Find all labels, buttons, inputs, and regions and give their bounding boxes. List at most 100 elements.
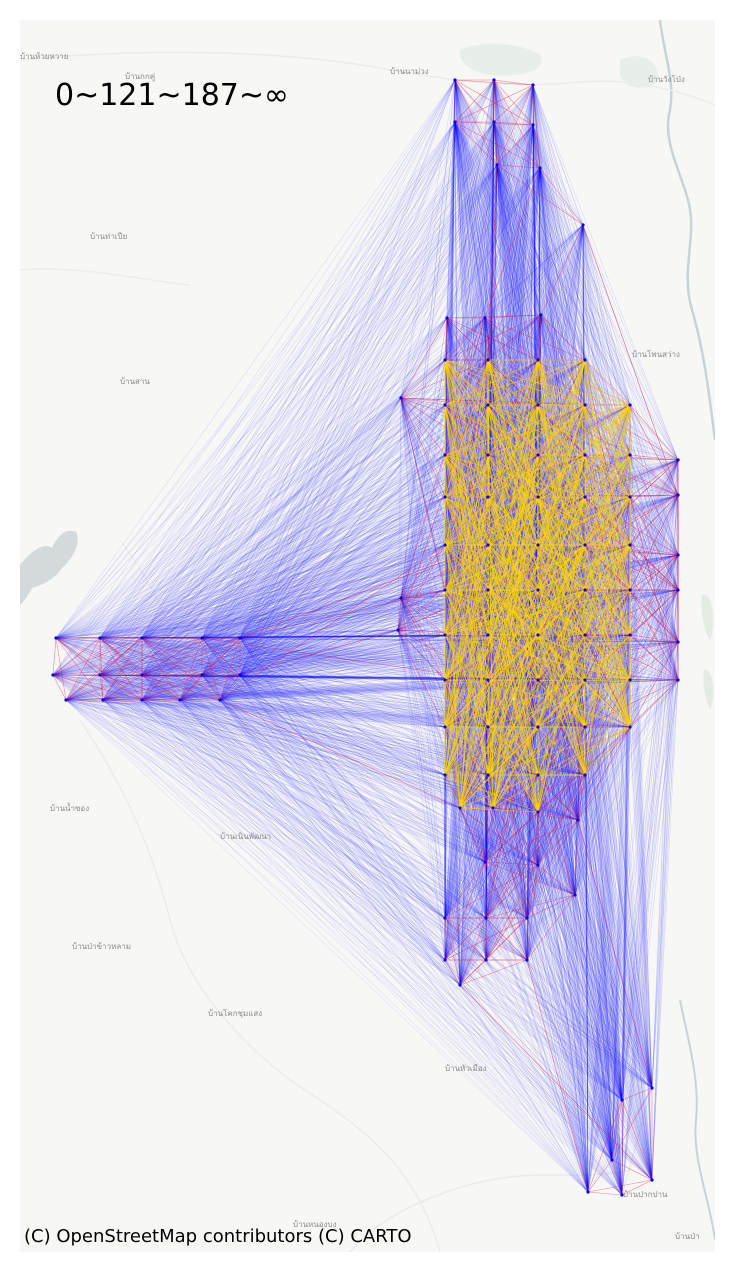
flow-edge bbox=[219, 629, 399, 701]
flow-edge bbox=[201, 637, 539, 728]
flow-edge bbox=[141, 404, 539, 701]
flow-edge bbox=[201, 79, 495, 639]
flow-edge bbox=[52, 674, 486, 863]
flow-edge bbox=[55, 454, 489, 639]
flow-edge bbox=[65, 699, 623, 1196]
flow-edge bbox=[141, 637, 579, 821]
flow-edge bbox=[201, 674, 631, 681]
flow-edge bbox=[179, 699, 461, 809]
flow-edge bbox=[141, 359, 586, 676]
flow-edge bbox=[141, 359, 446, 701]
flow-edge bbox=[239, 674, 576, 896]
flow-edge bbox=[219, 124, 534, 701]
flow-edge bbox=[141, 634, 586, 676]
flow-edge bbox=[99, 124, 534, 676]
flow-edge bbox=[141, 674, 446, 728]
flow-edge bbox=[141, 121, 456, 676]
flow-edge bbox=[179, 544, 586, 701]
flow-edge bbox=[239, 121, 456, 639]
flow-edge bbox=[397, 629, 653, 1089]
map-view[interactable]: บ้านห้วยหวาย บ้านกกคู่ บ้านนาม่วง บ้านวั… bbox=[20, 20, 715, 1252]
flow-edge bbox=[179, 679, 446, 701]
flow-edge bbox=[239, 637, 446, 776]
flow-edge bbox=[179, 641, 679, 701]
flow-edge bbox=[55, 629, 399, 639]
flow-edge bbox=[102, 699, 489, 728]
flow-edge bbox=[141, 637, 528, 919]
flow-edge bbox=[201, 397, 402, 639]
flow-edge bbox=[102, 699, 487, 961]
flow-edge bbox=[201, 597, 402, 676]
flow-edge bbox=[52, 454, 446, 676]
flow-edge bbox=[102, 699, 486, 863]
flow-edge bbox=[55, 84, 534, 639]
flow-edge bbox=[65, 589, 539, 701]
flow-edge bbox=[102, 404, 446, 701]
flow-edge bbox=[55, 637, 446, 961]
flow-edge bbox=[201, 674, 623, 1101]
flow-edge bbox=[99, 629, 399, 639]
flow-edge bbox=[55, 637, 446, 728]
flow-edge bbox=[99, 634, 446, 676]
flow-edge bbox=[141, 637, 489, 776]
flow-edge bbox=[141, 496, 446, 701]
flow-edge bbox=[201, 637, 489, 728]
flow-edge bbox=[102, 699, 446, 776]
flow-edge bbox=[179, 167, 541, 701]
flow-edge bbox=[65, 167, 541, 701]
flow-edge bbox=[179, 699, 446, 728]
flow-edge bbox=[55, 637, 487, 919]
flow-edge bbox=[239, 674, 539, 866]
flow-edge bbox=[219, 404, 539, 701]
flow-edge bbox=[55, 634, 489, 639]
flow-edge bbox=[99, 637, 461, 809]
flow-edge bbox=[99, 674, 487, 919]
flow-edge bbox=[141, 637, 679, 643]
flow-edge bbox=[397, 629, 446, 776]
flow-edge bbox=[239, 634, 446, 676]
flow-edge bbox=[239, 674, 528, 961]
flow-edge bbox=[52, 674, 653, 1181]
flow-edge bbox=[179, 679, 586, 701]
flow-edge bbox=[179, 699, 623, 1101]
flow-edge bbox=[201, 404, 446, 639]
flow-edge bbox=[179, 359, 446, 701]
flow-edge bbox=[99, 359, 489, 639]
flow-edge bbox=[141, 699, 528, 919]
flow-edge bbox=[201, 674, 446, 919]
flow-edge bbox=[141, 164, 498, 701]
flow-edge bbox=[65, 699, 653, 1089]
flow-edge bbox=[239, 359, 446, 639]
flow-edge bbox=[99, 674, 539, 728]
flow-edge bbox=[141, 699, 589, 1193]
flow-edge bbox=[239, 674, 586, 681]
flow-edge bbox=[201, 674, 528, 961]
flow-edge bbox=[239, 674, 579, 821]
flow-edge bbox=[179, 544, 489, 701]
flow-edge bbox=[141, 699, 461, 809]
flow-edge bbox=[239, 674, 486, 863]
flow-edge bbox=[141, 637, 586, 681]
flow-edge bbox=[239, 674, 487, 919]
flow-edge bbox=[219, 404, 446, 701]
flow-edge bbox=[55, 124, 534, 639]
flow-edge bbox=[179, 699, 576, 896]
flow-edge bbox=[99, 317, 448, 676]
flow-edge bbox=[141, 544, 489, 639]
flow-edge bbox=[102, 699, 539, 776]
flow-edge bbox=[201, 84, 534, 639]
flow-edge bbox=[65, 674, 203, 701]
flow-edge bbox=[141, 589, 489, 639]
flow-edge bbox=[239, 637, 623, 1101]
flow-edge bbox=[99, 674, 461, 986]
flow-edge bbox=[201, 674, 623, 1196]
flow-edge bbox=[219, 79, 456, 701]
flow-edge bbox=[397, 404, 631, 631]
flow-edge bbox=[55, 454, 586, 639]
flow-edge bbox=[55, 637, 203, 676]
flow-edge bbox=[99, 637, 528, 961]
flow-edge bbox=[141, 84, 534, 701]
flow-edge bbox=[65, 121, 495, 701]
flow-edge bbox=[201, 637, 446, 728]
flow-edge bbox=[239, 637, 461, 809]
